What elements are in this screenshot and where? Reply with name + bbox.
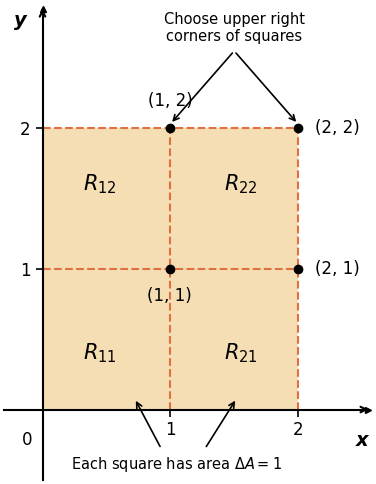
Text: $R_{12}$: $R_{12}$ <box>83 173 117 197</box>
Text: x: x <box>356 431 368 450</box>
Text: $R_{11}$: $R_{11}$ <box>83 342 117 365</box>
Text: (2, 1): (2, 1) <box>315 260 359 278</box>
Text: y: y <box>14 11 27 30</box>
Text: (1, 1): (1, 1) <box>147 287 191 305</box>
Text: Choose upper right
corners of squares: Choose upper right corners of squares <box>164 12 305 44</box>
Text: $R_{22}$: $R_{22}$ <box>224 173 258 197</box>
Text: Each square has area $\Delta A = 1$: Each square has area $\Delta A = 1$ <box>71 454 282 473</box>
Bar <box>42 128 298 409</box>
Text: $R_{21}$: $R_{21}$ <box>224 342 258 365</box>
Text: 0: 0 <box>22 431 32 449</box>
Text: (2, 2): (2, 2) <box>315 119 359 137</box>
Text: (1, 2): (1, 2) <box>148 92 193 110</box>
